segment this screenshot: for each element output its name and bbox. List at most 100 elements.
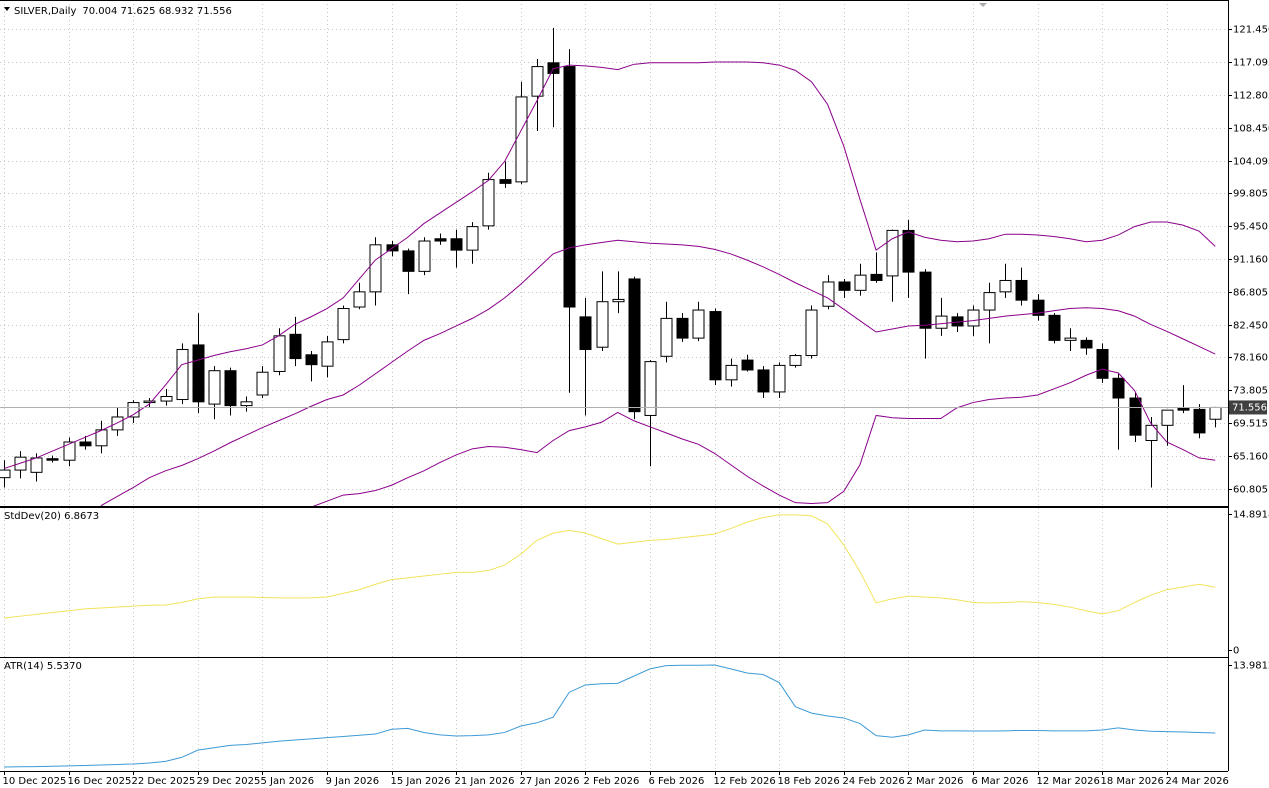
candle-body <box>999 279 1012 293</box>
candle-body <box>321 341 334 367</box>
candle-body <box>79 441 92 447</box>
candle-body <box>596 301 609 348</box>
candle-body <box>0 469 11 479</box>
x-tick-label: 29 Dec 2025 <box>197 776 261 787</box>
candle-body <box>1032 299 1045 316</box>
candle-body <box>644 361 657 416</box>
scroll-marker <box>979 3 987 7</box>
x-tick-label: 16 Dec 2025 <box>68 776 132 787</box>
candle-body <box>628 278 641 413</box>
candle-body <box>1015 279 1028 301</box>
y-tick-label: 73.805 <box>1233 386 1268 397</box>
candle-body <box>402 250 415 272</box>
panel-title: ATR(14) 5.5370 <box>4 661 82 672</box>
last-price-label: 71.556 <box>1232 402 1267 413</box>
candle-body <box>111 416 124 431</box>
candle-body <box>870 273 883 281</box>
candle-body <box>434 238 447 242</box>
y-tick-label: 95.450 <box>1233 222 1268 233</box>
candle-body <box>1145 424 1158 441</box>
candle-body <box>208 370 221 405</box>
candle-body <box>886 229 899 277</box>
candle-body <box>143 400 156 404</box>
indicator-line <box>3 664 1216 768</box>
candle-body <box>741 359 754 371</box>
candle-body <box>579 316 592 350</box>
candle-body <box>30 457 43 473</box>
candle-body <box>612 298 625 303</box>
chart-title: SILVER,Daily <box>14 6 76 17</box>
y-tick-label: 86.805 <box>1233 288 1268 299</box>
candle-body <box>63 441 76 461</box>
x-tick-label: 10 Dec 2025 <box>3 776 67 787</box>
candle-body <box>418 240 431 272</box>
candle-body <box>1209 406 1222 420</box>
indicator-line <box>312 368 1216 506</box>
candle-body <box>838 281 851 291</box>
candle-body <box>176 348 189 401</box>
x-tick-label: 2 Feb 2026 <box>584 776 640 787</box>
y-tick-label: 99.805 <box>1233 189 1268 200</box>
plot-area <box>0 27 1222 506</box>
candle-body <box>854 274 867 291</box>
candle-body <box>337 308 350 341</box>
candle-body <box>563 66 576 308</box>
candle-body <box>902 229 915 273</box>
x-tick-label: 12 Feb 2026 <box>714 776 776 787</box>
plot-area <box>3 514 1216 619</box>
candle-body <box>515 96 528 183</box>
candle-body <box>967 309 980 327</box>
candle-body <box>160 395 173 402</box>
menu-triangle <box>4 7 10 11</box>
candle-body <box>935 315 948 329</box>
x-tick-label: 9 Jan 2026 <box>326 776 380 787</box>
candle-body <box>692 309 705 339</box>
candle-body <box>709 311 722 381</box>
candle-body <box>725 364 738 381</box>
indicator-line <box>3 514 1216 619</box>
candle-body <box>273 335 286 372</box>
candle-body <box>757 369 770 393</box>
candle-body <box>289 333 302 360</box>
candle-body <box>676 317 689 339</box>
y-tick-label: 78.160 <box>1233 353 1268 364</box>
candle-body <box>127 402 140 418</box>
x-tick-label: 6 Mar 2026 <box>972 776 1029 787</box>
y-tick-label: 13.9812 <box>1233 661 1269 672</box>
y-tick-label: 65.160 <box>1233 452 1268 463</box>
last-price-box <box>1229 400 1267 415</box>
candle-body <box>353 291 366 308</box>
candle-body <box>240 401 253 407</box>
candle-body <box>256 371 269 396</box>
candle-body <box>1161 409 1174 426</box>
candle-body <box>1080 339 1093 349</box>
candle-body <box>466 226 479 251</box>
panel-title: StdDev(20) 6.8673 <box>4 511 99 522</box>
grid <box>0 0 1228 771</box>
candle-body <box>1048 314 1061 341</box>
candle-body <box>46 458 59 461</box>
ohlc-label: 70.004 71.625 68.932 71.556 <box>82 6 232 17</box>
candle-body <box>224 370 237 407</box>
y-tick-label: 82.450 <box>1233 321 1268 332</box>
y-tick-label: 0 <box>1233 646 1239 657</box>
candle-body <box>1064 337 1077 341</box>
x-tick-label: 27 Jan 2026 <box>520 776 580 787</box>
candle-body <box>192 344 205 403</box>
x-tick-label: 12 Mar 2026 <box>1037 776 1100 787</box>
y-tick-label: 69.515 <box>1233 419 1268 430</box>
candle-body <box>1112 377 1125 399</box>
x-tick-label: 15 Jan 2026 <box>391 776 451 787</box>
x-tick-label: 6 Feb 2026 <box>649 776 705 787</box>
x-tick-label: 5 Jan 2026 <box>261 776 315 787</box>
candle-body <box>1177 407 1190 411</box>
y-tick-label: 108.450 <box>1233 124 1269 135</box>
candle-body <box>773 364 786 393</box>
candle-body <box>822 281 835 307</box>
x-tick-label: 21 Jan 2026 <box>455 776 515 787</box>
candle-body <box>1096 348 1109 379</box>
y-tick-label: 104.095 <box>1233 157 1269 168</box>
indicator-line <box>3 61 1216 470</box>
